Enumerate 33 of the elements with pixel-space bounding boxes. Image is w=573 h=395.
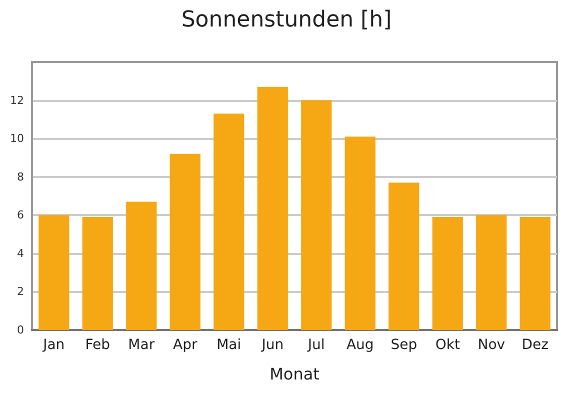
x-tick-label: Jul	[306, 337, 325, 353]
bar	[301, 100, 332, 330]
y-tick-label: 2	[17, 285, 24, 298]
y-tick-label: 0	[17, 324, 24, 336]
bar	[214, 114, 244, 330]
x-tick-label: Sep	[390, 337, 418, 353]
y-tick-label: 10	[10, 132, 24, 146]
x-axis-title: Monat	[270, 364, 320, 384]
bar	[38, 215, 70, 330]
x-tick-label: Dez	[522, 337, 548, 353]
y-tick-label: 4	[17, 246, 24, 260]
x-tick-label: Jun	[260, 337, 284, 353]
bar	[476, 215, 507, 330]
x-tick-label: Apr	[173, 337, 198, 353]
chart-title: Sonnenstunden [h]	[181, 8, 392, 32]
x-tick-label: Nov	[478, 337, 506, 353]
x-tick-label: Okt	[435, 337, 460, 353]
y-tick-label: 12	[10, 94, 24, 107]
bar	[126, 202, 157, 330]
bar	[82, 217, 113, 330]
x-tick-label: Jan	[42, 337, 65, 353]
bar	[344, 136, 376, 330]
bar	[388, 182, 420, 330]
bar	[520, 217, 550, 330]
bar	[432, 217, 463, 330]
y-tick-label: 6	[17, 208, 24, 222]
x-tick-label: Feb	[85, 337, 110, 353]
x-tick-label: Aug	[346, 337, 374, 353]
bar	[170, 154, 200, 330]
x-tick-label: Mai	[216, 337, 242, 353]
bar	[257, 86, 288, 330]
y-tick-label: 8	[17, 170, 24, 184]
x-tick-label: Mar	[128, 337, 155, 353]
